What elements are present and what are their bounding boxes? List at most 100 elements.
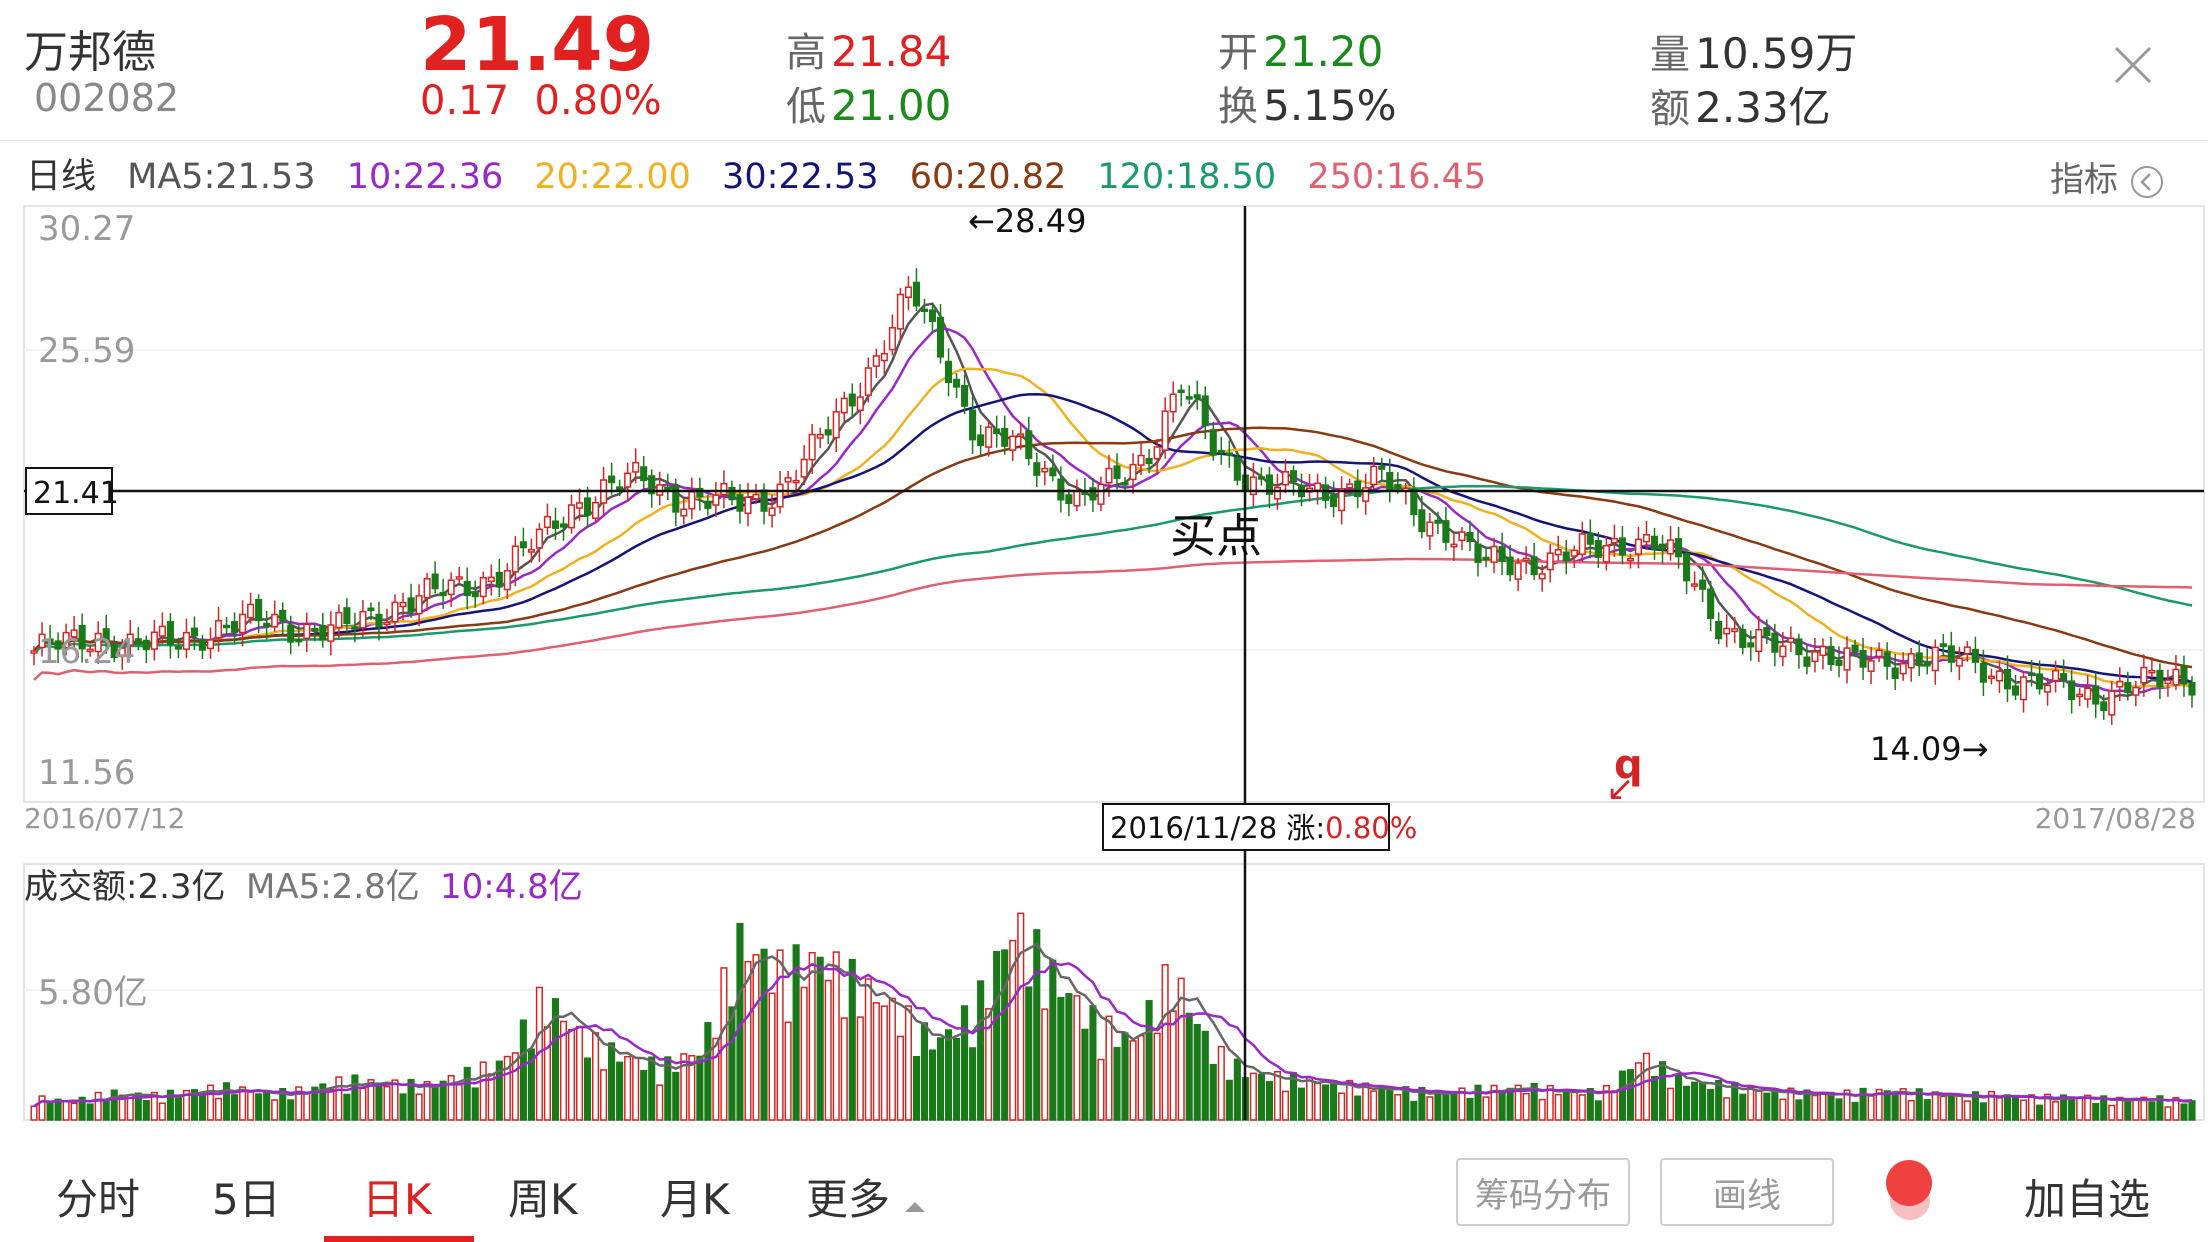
candle-body bbox=[2044, 684, 2052, 693]
volume-bar bbox=[1843, 1089, 1851, 1121]
volume-bar bbox=[303, 1091, 311, 1121]
volume-bar bbox=[1891, 1093, 1899, 1121]
volume-bar bbox=[375, 1082, 383, 1121]
candle bbox=[511, 536, 519, 587]
candle bbox=[1803, 644, 1811, 675]
candle bbox=[928, 302, 937, 334]
volume-bar bbox=[150, 1091, 158, 1121]
candle bbox=[993, 415, 1001, 448]
volume-bar bbox=[1923, 1099, 1931, 1121]
candle-body bbox=[993, 428, 1001, 435]
candle bbox=[2044, 677, 2052, 706]
candle bbox=[247, 592, 255, 624]
tab-intraday[interactable]: 分时 bbox=[56, 1175, 141, 1224]
candle bbox=[1522, 546, 1530, 575]
volume-bars bbox=[30, 912, 2196, 1121]
volume-bar bbox=[792, 944, 800, 1121]
volume-bar bbox=[439, 1080, 447, 1121]
candle bbox=[936, 304, 945, 364]
candle bbox=[2100, 694, 2108, 720]
candle bbox=[383, 608, 391, 631]
candle-body bbox=[1033, 462, 1041, 476]
candle-body bbox=[1001, 427, 1009, 447]
record-button[interactable] bbox=[1886, 1160, 1932, 1206]
candle bbox=[1819, 638, 1827, 670]
tab-5day[interactable]: 5日 bbox=[212, 1175, 281, 1224]
candle-body bbox=[423, 578, 431, 599]
tab-monthly-k[interactable]: 月K bbox=[660, 1175, 730, 1224]
volume-bar bbox=[1634, 1062, 1643, 1121]
volume-bar bbox=[1683, 1085, 1691, 1121]
candle-body bbox=[1201, 395, 1209, 427]
volume-bar bbox=[198, 1092, 207, 1121]
close-icon[interactable] bbox=[2108, 40, 2158, 90]
volume-bar bbox=[1225, 1079, 1233, 1121]
candle bbox=[1891, 653, 1899, 691]
candle-body bbox=[712, 494, 720, 506]
tab-daily-k[interactable]: 日K bbox=[362, 1175, 432, 1224]
candle bbox=[231, 612, 239, 644]
draw-line-button[interactable]: 画线 bbox=[1660, 1158, 1834, 1226]
low-label: 低 bbox=[786, 84, 826, 130]
amount-stat: 额 2.33亿 bbox=[1650, 74, 1831, 135]
candle bbox=[1963, 641, 1971, 662]
candle-body bbox=[936, 316, 945, 358]
candle-body bbox=[1322, 484, 1330, 501]
chip-distribution-button[interactable]: 筹码分布 bbox=[1456, 1158, 1630, 1226]
volume-bar bbox=[1001, 949, 1009, 1121]
candle bbox=[985, 419, 993, 457]
tab-weekly-k[interactable]: 周K bbox=[508, 1175, 578, 1224]
candle-body bbox=[888, 327, 896, 351]
candle-body bbox=[110, 643, 118, 659]
candle bbox=[977, 424, 985, 456]
candle bbox=[624, 462, 632, 501]
candle bbox=[126, 620, 134, 658]
indicator-button[interactable]: 指标 bbox=[2050, 152, 2165, 201]
candle bbox=[303, 612, 311, 653]
volume-bar bbox=[1570, 1090, 1578, 1121]
marker-arrow: ↙ bbox=[1606, 769, 1635, 809]
candle bbox=[1931, 639, 1939, 685]
candle-body bbox=[1931, 646, 1939, 672]
candle bbox=[1338, 476, 1346, 525]
volume-bar bbox=[616, 1061, 624, 1121]
ma10-value: 10:22.36 bbox=[346, 157, 504, 197]
candle bbox=[1715, 612, 1723, 645]
candle-body bbox=[1193, 394, 1201, 399]
candle bbox=[479, 571, 487, 605]
add-watchlist-button[interactable]: 加自选 bbox=[2024, 1175, 2151, 1224]
candle-body bbox=[1314, 482, 1322, 492]
volume-bar bbox=[263, 1090, 271, 1121]
candle-body bbox=[575, 502, 584, 509]
candle-body bbox=[1522, 557, 1530, 562]
candle bbox=[2027, 660, 2036, 687]
candle-body bbox=[1811, 651, 1819, 663]
candle-body bbox=[969, 409, 977, 441]
candle-body bbox=[1715, 620, 1723, 640]
candle bbox=[1875, 642, 1883, 663]
candle-body bbox=[38, 633, 46, 649]
candle bbox=[1386, 458, 1394, 503]
volume-bar bbox=[1707, 1088, 1715, 1121]
candle-body bbox=[1378, 465, 1386, 470]
candle-body bbox=[1851, 644, 1859, 653]
ma250-line bbox=[33, 557, 2193, 681]
candle-body bbox=[2060, 673, 2068, 682]
candle-body bbox=[455, 576, 463, 580]
candle-body bbox=[1482, 556, 1490, 561]
tab-more[interactable]: 更多 bbox=[806, 1166, 927, 1227]
candle-body bbox=[961, 385, 969, 407]
candle bbox=[583, 486, 592, 528]
candle bbox=[1281, 459, 1290, 494]
candle bbox=[1763, 619, 1771, 644]
candle-body bbox=[2084, 687, 2092, 700]
candle bbox=[1538, 565, 1546, 592]
candle-body bbox=[30, 650, 38, 654]
volume-bar bbox=[2068, 1096, 2076, 1121]
price-change: 0.17 0.80% bbox=[420, 78, 662, 124]
volume-bar bbox=[134, 1092, 142, 1121]
volume-bar bbox=[407, 1078, 415, 1121]
candle bbox=[343, 598, 351, 633]
candle bbox=[1851, 639, 1859, 658]
